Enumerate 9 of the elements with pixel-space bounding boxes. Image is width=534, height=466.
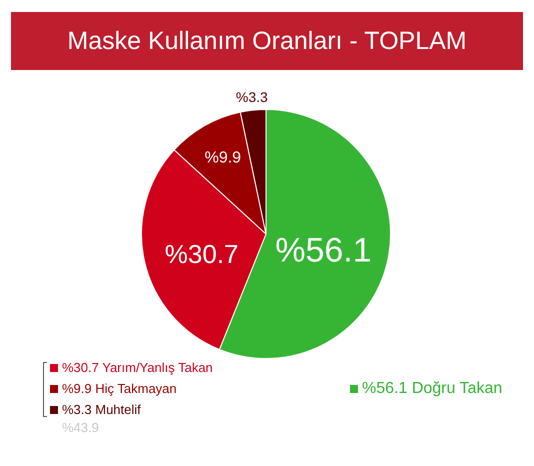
- data-label: %56.1: [275, 232, 372, 270]
- legend-label: %3.3 Muhtelif: [62, 402, 141, 417]
- legend-label: %9.9 Hiç Takmayan: [62, 381, 177, 396]
- data-label: %3.3: [236, 89, 268, 106]
- legend-label: %56.1 Doğru Takan: [362, 380, 502, 397]
- chart-title: Maske Kullanım Oranları - TOPLAM: [67, 26, 467, 56]
- data-label: %9.9: [204, 150, 242, 167]
- data-label: %30.7: [164, 238, 239, 269]
- legend-label: %30.7 Yarım/Yanlış Takan: [62, 360, 213, 375]
